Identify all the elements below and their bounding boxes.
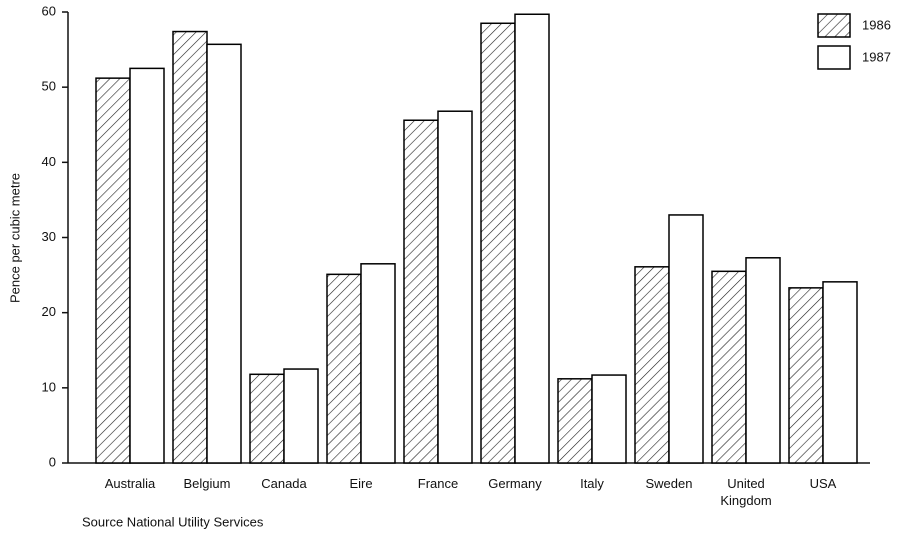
bar: [668, 214, 704, 464]
x-tick-label: Italy: [580, 476, 604, 491]
legend-label: 1987: [862, 49, 891, 64]
y-tick-label: 50: [42, 79, 56, 94]
x-tick-label: USA: [809, 476, 837, 491]
y-tick-label: 40: [42, 154, 56, 169]
bar: [711, 270, 747, 464]
bar: [403, 119, 439, 464]
x-tick-label: Belgium: [183, 476, 231, 491]
x-tick-label: Australia: [104, 476, 156, 491]
bar: [745, 257, 781, 464]
bar: [591, 374, 627, 464]
bar: [283, 368, 319, 464]
bar: [129, 67, 165, 464]
bar: [249, 373, 285, 464]
x-tick-label: Eire: [349, 476, 373, 491]
bar: [206, 43, 242, 464]
bar: [514, 13, 550, 464]
y-tick-label: 20: [42, 304, 56, 319]
legend-label: 1986: [862, 17, 891, 32]
bar: [326, 273, 362, 464]
y-tick-label: 60: [42, 3, 56, 18]
bar: [360, 263, 396, 464]
y-tick-label: 10: [42, 379, 56, 394]
y-tick-label: 30: [42, 229, 56, 244]
bar: [557, 378, 593, 464]
x-tick-label: Canada: [261, 476, 307, 491]
source-note: Source National Utility Services: [82, 514, 264, 529]
x-tick-label: United Kingdom: [720, 476, 772, 508]
y-tick-label: 0: [49, 454, 56, 469]
legend-swatch: [817, 13, 851, 38]
bar: [480, 22, 516, 464]
x-tick-label: Germany: [488, 476, 542, 491]
bar: [172, 30, 208, 464]
bar: [788, 287, 824, 464]
bar: [634, 266, 670, 464]
y-axis-label: Pence per cubic metre: [7, 173, 22, 303]
legend-swatch: [817, 45, 851, 70]
bar: [95, 77, 131, 464]
x-tick-label: Sweden: [645, 476, 693, 491]
bar: [822, 281, 858, 464]
x-tick-label: France: [417, 476, 459, 491]
bar: [437, 110, 473, 464]
